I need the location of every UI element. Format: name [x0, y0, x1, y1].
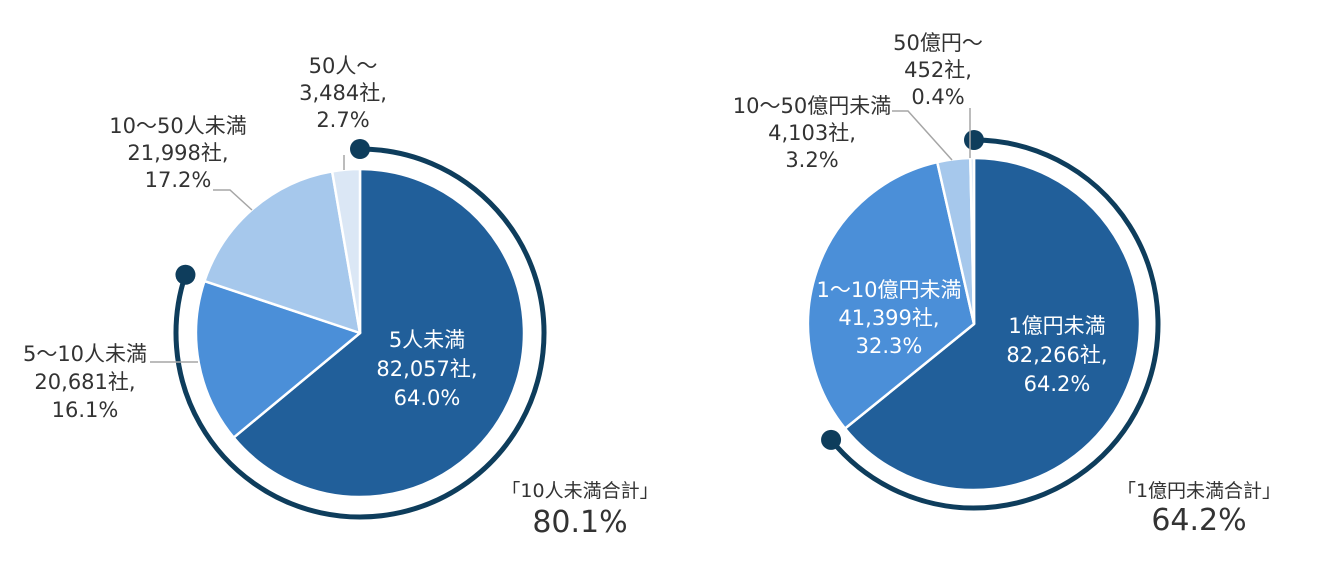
- total-arc-end-dot: [175, 264, 196, 285]
- slice-label-10to50oku-line-1: 10～50億円未満: [733, 94, 891, 118]
- total-annotation-employees-label: 「10人未満合計」: [501, 480, 658, 502]
- pie-slice-4: [330, 167, 362, 335]
- slice-label-50plus-line-2: 3,484社,: [299, 81, 387, 105]
- total-arc-start-dot: [964, 130, 984, 150]
- pie-slice-4: [969, 156, 976, 326]
- total-arc-start-dot: [350, 139, 370, 159]
- pie-slice-2: [806, 160, 976, 430]
- slice-label-50plus-line-3: 2.7%: [316, 108, 369, 132]
- slice-label-under1oku-line-1: 1億円未満: [1008, 314, 1105, 338]
- slice-label-under5-line-2: 82,057社,: [376, 357, 477, 381]
- slice-label-50okuplus-line-3: 0.4%: [911, 85, 964, 109]
- slice-label-10to50oku-line-3: 3.2%: [785, 148, 838, 172]
- slice-label-10to50-line-1: 10～50人未満: [109, 114, 246, 138]
- pie-chart-capital: 1億円未満 82,266社, 64.2% 1～10億円未満 41,399社, 32.3% 1…: [733, 31, 1281, 538]
- total-annotation-capital-value: 64.2%: [1151, 503, 1246, 538]
- slice-label-5to10-line-3: 16.1%: [52, 398, 119, 422]
- slice-label-50okuplus-line-2: 452社,: [904, 58, 972, 82]
- total-arc: [173, 146, 547, 520]
- slice-label-5to10-line-1: 5～10人未満: [23, 342, 147, 366]
- slice-label-1to10oku-line-3: 32.3%: [856, 334, 923, 358]
- slice-label-1to10oku-line-2: 41,399社,: [838, 306, 939, 330]
- slice-label-under5-line-1: 5人未満: [389, 328, 465, 352]
- pie-slice-1: [843, 156, 1142, 492]
- slice-label-10to50oku-leader-line: [892, 110, 953, 161]
- slice-label-5to10-line-2: 20,681社,: [34, 370, 135, 394]
- slice-label-50okuplus-line-1: 50億円～: [893, 31, 983, 55]
- total-annotation-employees-value: 80.1%: [532, 505, 627, 540]
- slice-label-50plus-line-1: 50人～: [309, 54, 378, 78]
- pie-slice-1: [232, 167, 526, 499]
- pie-slice-3: [203, 170, 362, 335]
- total-annotation-capital-label: 「1億円未満合計」: [1117, 480, 1281, 502]
- total-arc-end-dot: [821, 429, 842, 450]
- total-arc: [828, 137, 1161, 511]
- slice-label-1to10oku-line-1: 1～10億円未満: [816, 278, 961, 302]
- slice-label-under1oku-line-3: 64.2%: [1024, 372, 1091, 396]
- slice-label-under1oku-line-2: 82,266社,: [1006, 343, 1107, 367]
- slice-label-10to50-leader-line: [213, 189, 253, 211]
- slice-label-10to50-line-2: 21,998社,: [127, 141, 228, 165]
- slice-label-under5-line-3: 64.0%: [394, 386, 461, 410]
- slice-label-10to50-line-3: 17.2%: [145, 168, 212, 192]
- pie-chart-employees: 5人未満 82,057社, 64.0% 5～10人未満 20,681社, 16.1% 10～…: [23, 54, 659, 540]
- slice-label-10to50oku-line-2: 4,103社,: [768, 121, 856, 145]
